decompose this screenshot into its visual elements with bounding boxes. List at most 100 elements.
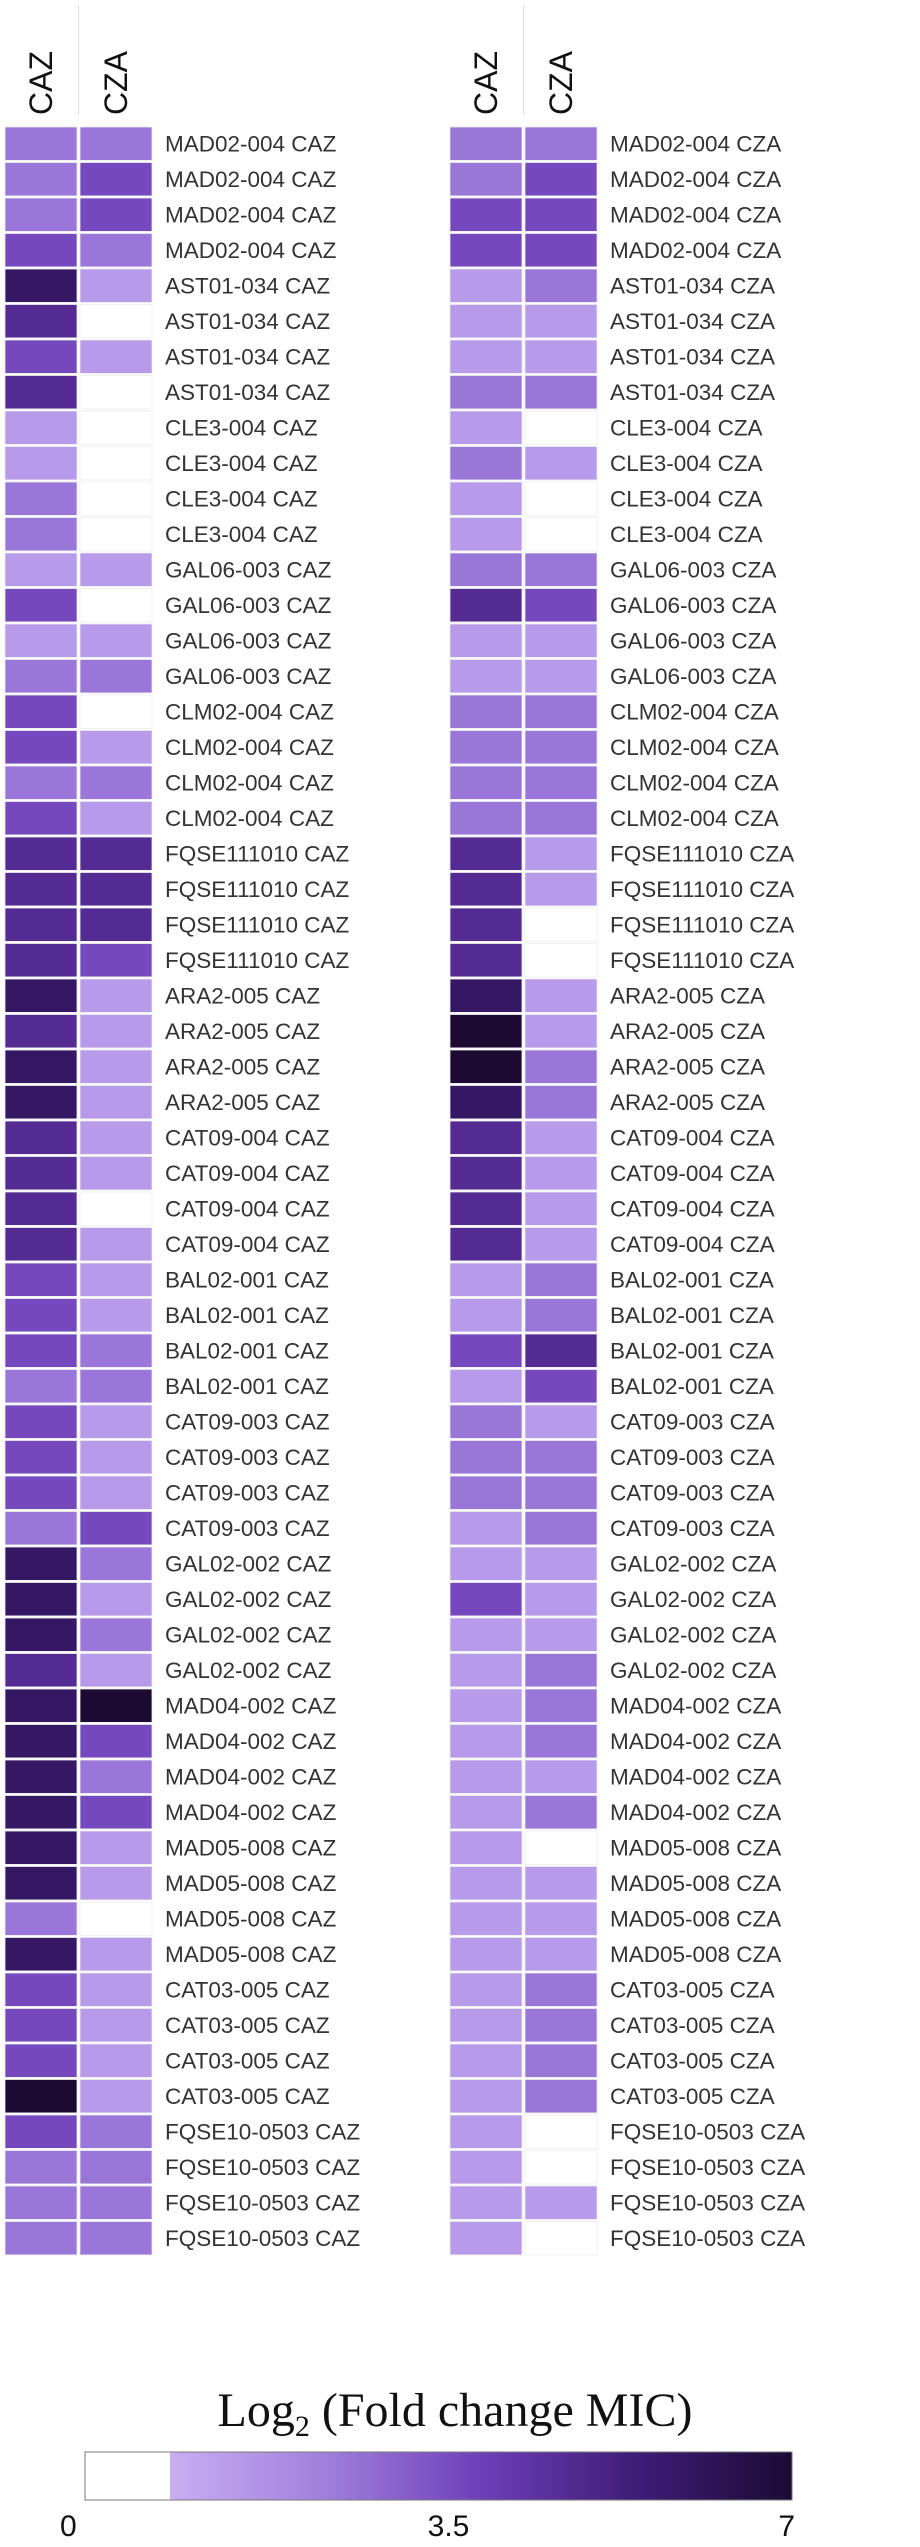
row-label: CLE3-004 CAZ	[165, 416, 318, 441]
row-label: CLM02-004 CAZ	[165, 700, 334, 725]
heatmap-cell	[79, 978, 153, 1013]
heatmap-cell	[449, 2221, 523, 2256]
heatmap-cell	[4, 765, 78, 800]
heatmap-cell	[79, 375, 153, 410]
row-label: AST01-034 CZA	[610, 345, 775, 370]
heatmap-cell	[449, 126, 523, 161]
heatmap-cell	[79, 1937, 153, 1972]
row-label: AST01-034 CZA	[610, 380, 775, 405]
heatmap-cell	[524, 978, 598, 1013]
heatmap-cell	[79, 1085, 153, 1120]
row-label: GAL06-003 CAZ	[165, 558, 332, 583]
heatmap-cell	[79, 233, 153, 268]
row-label: GAL02-002 CAZ	[165, 1658, 332, 1683]
heatmap-cell	[4, 1617, 78, 1652]
heatmap-cell	[524, 2221, 598, 2256]
heatmap-cell	[449, 339, 523, 374]
heatmap-cell	[524, 872, 598, 907]
heatmap-cell	[524, 410, 598, 445]
heatmap-cell	[449, 1227, 523, 1262]
heatmap-cell	[524, 1830, 598, 1865]
row-label: MAD04-002 CZA	[610, 1800, 781, 1825]
column-header-cza: CZA	[98, 50, 134, 115]
heatmap-cell	[524, 1191, 598, 1226]
heatmap-cell	[79, 268, 153, 303]
heatmap-cell	[449, 1759, 523, 1794]
row-label: ARA2-005 CZA	[610, 984, 765, 1009]
heatmap-cell	[449, 1014, 523, 1049]
row-label: MAD02-004 CAZ	[165, 203, 337, 228]
heatmap-cell	[524, 1795, 598, 1830]
colorbar-tick-label: 0	[60, 2510, 77, 2543]
heatmap-cell	[449, 1830, 523, 1865]
row-label: MAD04-002 CAZ	[165, 1800, 337, 1825]
heatmap-cell	[449, 2150, 523, 2185]
row-label: CLM02-004 CAZ	[165, 806, 334, 831]
heatmap-cell	[4, 801, 78, 836]
heatmap-cell	[449, 1724, 523, 1759]
row-label: CAT09-003 CAZ	[165, 1481, 330, 1506]
row-label: CLE3-004 CZA	[610, 416, 763, 441]
heatmap-cell	[79, 2079, 153, 2114]
row-label: CAT09-004 CAZ	[165, 1197, 330, 1222]
row-label: BAL02-001 CZA	[610, 1339, 774, 1364]
heatmap-cell	[449, 1582, 523, 1617]
heatmap-cell	[524, 1759, 598, 1794]
colorbar-title-rest: (Fold change MIC)	[310, 2384, 693, 2437]
row-label: ARA2-005 CZA	[610, 1090, 765, 1115]
heatmap-cell	[4, 2185, 78, 2220]
heatmap-cell	[4, 481, 78, 516]
heatmap-cell	[4, 446, 78, 481]
heatmap-cell	[524, 1653, 598, 1688]
heatmap-cell	[449, 162, 523, 197]
heatmap-cell	[524, 1120, 598, 1155]
heatmap-cell	[524, 446, 598, 481]
heatmap-cell	[4, 836, 78, 871]
heatmap-cell	[79, 1227, 153, 1262]
row-label: CAT09-004 CZA	[610, 1161, 775, 1186]
heatmap-cell	[524, 304, 598, 339]
heatmap-cell	[524, 2043, 598, 2078]
row-label: AST01-034 CAZ	[165, 274, 330, 299]
heatmap-cell	[79, 1830, 153, 1865]
row-label: GAL02-002 CZA	[610, 1587, 776, 1612]
row-label: MAD02-004 CAZ	[165, 132, 337, 157]
heatmap-cell	[4, 1866, 78, 1901]
colorbar-gradient	[84, 2451, 793, 2501]
heatmap-cell	[4, 1191, 78, 1226]
heatmap-cell	[524, 162, 598, 197]
heatmap-cell	[79, 2114, 153, 2149]
row-label: GAL06-003 CZA	[610, 629, 776, 654]
heatmap-cell	[524, 730, 598, 765]
row-label: CLE3-004 CAZ	[165, 487, 318, 512]
heatmap-cell	[4, 1156, 78, 1191]
row-label: MAD02-004 CAZ	[165, 238, 337, 263]
heatmap-cell	[79, 623, 153, 658]
heatmap-cell	[524, 1440, 598, 1475]
row-label: ARA2-005 CAZ	[165, 1019, 320, 1044]
heatmap-cell	[4, 694, 78, 729]
heatmap-cell	[79, 162, 153, 197]
heatmap-cell	[524, 552, 598, 587]
heatmap-cell	[449, 1333, 523, 1368]
heatmap-cell	[79, 446, 153, 481]
heatmap-cell	[449, 197, 523, 232]
row-label: ARA2-005 CAZ	[165, 1090, 320, 1115]
row-label: MAD04-002 CAZ	[165, 1694, 337, 1719]
heatmap-cell	[449, 2043, 523, 2078]
row-label: MAD02-004 CZA	[610, 132, 781, 157]
heatmap-cell	[4, 1688, 78, 1723]
heatmap-cell	[524, 2114, 598, 2149]
row-label: BAL02-001 CAZ	[165, 1303, 329, 1328]
heatmap-cell	[79, 694, 153, 729]
heatmap-cell	[79, 1369, 153, 1404]
heatmap-cell	[4, 1475, 78, 1510]
heatmap-cell	[4, 2150, 78, 2185]
heatmap-cell	[449, 1866, 523, 1901]
heatmap-cell	[79, 410, 153, 445]
heatmap-cell	[4, 552, 78, 587]
heatmap-cell	[79, 304, 153, 339]
heatmap-cell	[4, 1227, 78, 1262]
heatmap-cell	[79, 1440, 153, 1475]
heatmap-cell	[4, 1085, 78, 1120]
